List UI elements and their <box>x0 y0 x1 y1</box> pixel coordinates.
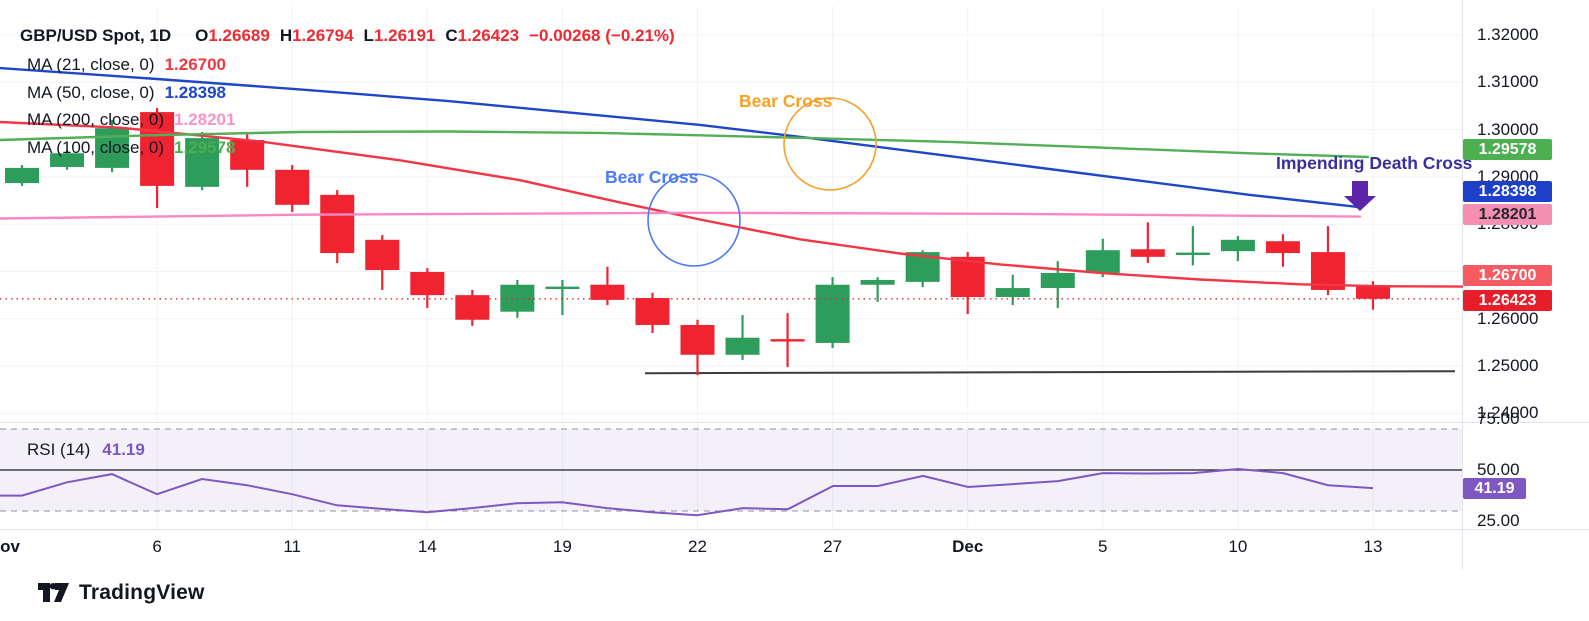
indicator-legend-ma50[interactable]: MA (50, close, 0) 1.28398 <box>27 83 226 103</box>
close-value: 1.26423 <box>457 26 520 45</box>
time-axis-label: 14 <box>417 537 437 556</box>
price-badge-ma21: 1.26700 <box>1463 264 1552 286</box>
indicator-legend-ma100[interactable]: MA (100, close, 0) 1.29578 <box>27 138 235 158</box>
rsi-axis-label: 75.00 <box>1477 408 1520 428</box>
time-axis-label: 6 <box>152 537 162 556</box>
candle-body <box>815 284 850 343</box>
time-axis-label: Dec <box>952 537 984 556</box>
tradingview-logo-icon[interactable] <box>38 582 69 604</box>
high-prefix: H <box>279 26 293 45</box>
ma-line-200[interactable] <box>0 211 1362 220</box>
candle-body <box>365 239 400 271</box>
time-axis-label: 5 <box>1098 537 1108 556</box>
candle-body <box>545 286 580 290</box>
indicator-label: MA (200, close, 0) <box>27 110 165 129</box>
price-badge-last: 1.26423 <box>1463 289 1552 311</box>
candle-body <box>1130 249 1165 257</box>
ma-line-50[interactable] <box>0 66 1362 209</box>
time-axis-label: 19 <box>552 537 572 556</box>
rsi-line[interactable] <box>0 467 1374 517</box>
footer: TradingView <box>38 581 205 605</box>
candle-body <box>5 167 39 184</box>
indicator-label: MA (100, close, 0) <box>27 138 165 157</box>
price-badge-ma100: 1.29578 <box>1463 138 1552 160</box>
candle-body <box>1220 239 1255 252</box>
close-prefix: C <box>445 26 458 45</box>
price-badge-ma50: 1.28398 <box>1463 180 1552 202</box>
candle-body <box>770 339 805 342</box>
candle-body <box>230 140 265 170</box>
candle-body <box>1040 272 1075 289</box>
candle-body <box>275 169 310 205</box>
candle-body <box>590 284 625 300</box>
open-value: 1.26689 <box>208 26 270 45</box>
price-axis-label: 1.30000 <box>1477 119 1539 139</box>
price-axis-label: 1.31000 <box>1477 72 1539 92</box>
indicator-value: 1.28201 <box>174 110 236 129</box>
bear-cross-circle-2[interactable] <box>783 97 877 191</box>
rsi-axis-label: 50.00 <box>1477 460 1520 479</box>
chart-header: GBP/USD Spot, 1D O1.26689 H1.26794 L1.26191… <box>20 26 675 46</box>
low-prefix: L <box>363 26 374 45</box>
bear-cross-label-1[interactable]: Bear Cross <box>605 167 699 187</box>
candle-body <box>185 138 220 187</box>
rsi-axis-label: 25.00 <box>1477 511 1520 531</box>
candle-body <box>1175 252 1210 255</box>
candle-body <box>1265 241 1300 254</box>
high-value: 1.26794 <box>292 26 354 45</box>
brand-name[interactable]: TradingView <box>79 581 205 604</box>
time-axis-label: 10 <box>1228 537 1248 556</box>
candle-body <box>455 295 490 320</box>
candle-body <box>410 271 445 296</box>
candle-body <box>140 112 175 186</box>
indicator-legend-ma200[interactable]: MA (200, close, 0) 1.28201 <box>27 110 235 130</box>
death-cross-arrow[interactable] <box>1352 181 1368 197</box>
candle-body <box>680 324 715 355</box>
ma-line-21[interactable] <box>0 120 1464 288</box>
candle-body <box>320 194 355 254</box>
price-axis-label: 1.25000 <box>1477 356 1539 376</box>
candle-body <box>995 288 1030 298</box>
death-cross-arrow-head[interactable] <box>1344 196 1376 211</box>
time-axis-label: 11 <box>283 537 302 556</box>
candle-body <box>950 256 985 298</box>
impending-death-cross-label[interactable]: Impending Death Cross <box>1276 153 1473 173</box>
price-axis-label: 1.32000 <box>1477 25 1539 44</box>
ma-line-100[interactable] <box>0 130 1370 159</box>
price-badge-ma200: 1.28201 <box>1463 203 1552 225</box>
candle-body <box>725 337 760 355</box>
indicator-label: MA (21, close, 0) <box>27 55 155 74</box>
candle-body <box>1085 250 1120 273</box>
rsi-value: 41.19 <box>102 440 145 459</box>
indicator-value: 1.29578 <box>174 138 236 157</box>
symbol-title[interactable]: GBP/USD Spot, 1D <box>20 26 172 45</box>
indicator-legend-ma21[interactable]: MA (21, close, 0) 1.26700 <box>27 55 226 75</box>
time-axis-label: 22 <box>688 537 707 556</box>
candle-body <box>1355 286 1390 299</box>
candle-body <box>860 280 895 285</box>
candle-body <box>50 153 85 167</box>
support-trendline[interactable] <box>644 370 1456 375</box>
rsi-legend[interactable]: RSI (14) 41.19 <box>27 440 145 460</box>
candle-body <box>95 128 130 168</box>
time-axis-label: 27 <box>823 537 843 556</box>
rsi-label: RSI (14) <box>27 440 91 459</box>
low-value: 1.26191 <box>373 26 436 45</box>
bear-cross-circle-1[interactable] <box>647 173 741 267</box>
candle-body <box>635 297 670 325</box>
open-prefix: O <box>195 26 209 45</box>
indicator-label: MA (50, close, 0) <box>27 83 155 102</box>
price-axis-label: 1.24000 <box>1477 403 1539 423</box>
indicator-value: 1.28398 <box>164 83 227 102</box>
time-axis-label: 13 <box>1363 537 1383 556</box>
bear-cross-label-2[interactable]: Bear Cross <box>739 91 833 111</box>
rsi-value-badge: 41.19 <box>1463 477 1526 499</box>
change-value: −0.00268 (−0.21%) <box>529 26 675 45</box>
price-axis-label: 1.26000 <box>1477 308 1539 328</box>
indicator-value: 1.26700 <box>164 55 227 74</box>
time-axis-label: ov <box>0 537 20 556</box>
